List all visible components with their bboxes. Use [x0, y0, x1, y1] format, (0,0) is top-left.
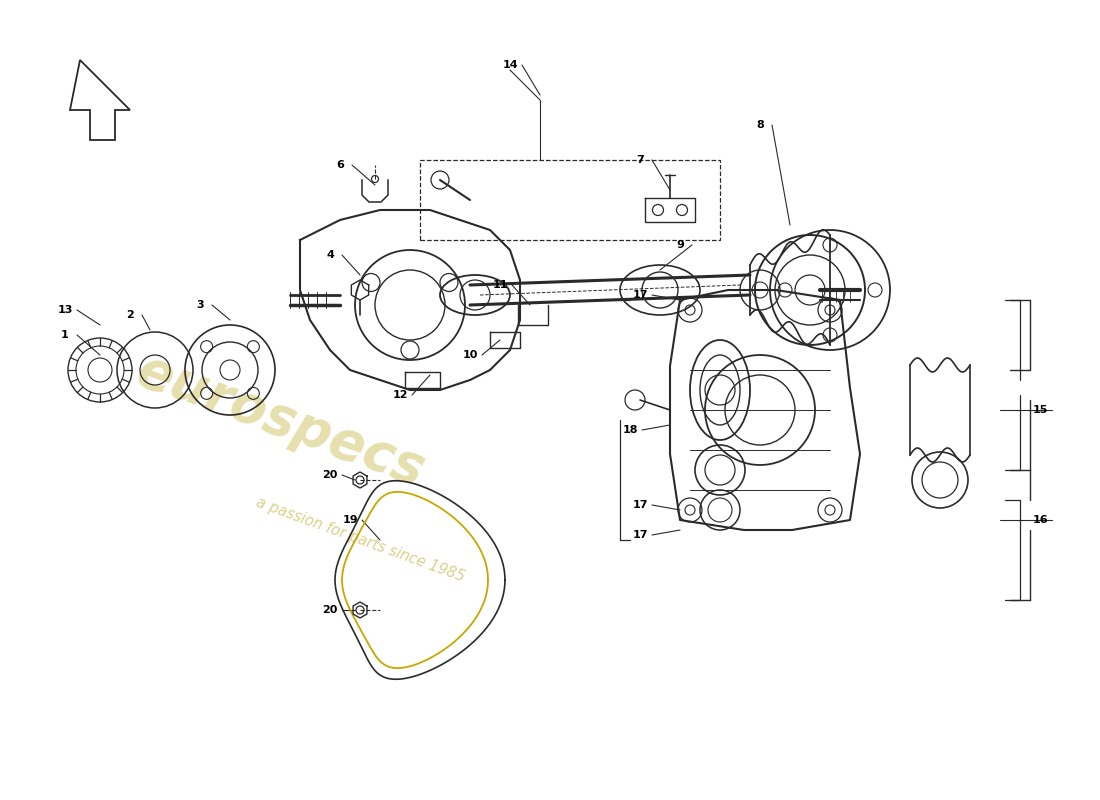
Text: 3: 3	[196, 300, 204, 310]
Text: 10: 10	[462, 350, 477, 360]
Text: eurospecs: eurospecs	[129, 344, 431, 496]
Text: 9: 9	[676, 240, 684, 250]
Text: 20: 20	[322, 605, 338, 615]
Text: 4: 4	[326, 250, 334, 260]
Text: 14: 14	[503, 60, 518, 70]
Text: 18: 18	[623, 425, 638, 435]
Text: 19: 19	[342, 515, 358, 525]
Text: 11: 11	[493, 280, 508, 290]
Text: 20: 20	[322, 470, 338, 480]
Text: a passion for parts since 1985: a passion for parts since 1985	[254, 495, 466, 585]
Text: 17: 17	[632, 290, 648, 300]
Text: 15: 15	[1032, 405, 1047, 415]
Text: 8: 8	[756, 120, 763, 130]
Text: 17: 17	[632, 530, 648, 540]
Text: 16: 16	[1032, 515, 1048, 525]
Text: 7: 7	[636, 155, 644, 165]
Text: 12: 12	[393, 390, 408, 400]
Text: 2: 2	[126, 310, 134, 320]
Text: 1: 1	[62, 330, 69, 340]
Text: 17: 17	[632, 500, 648, 510]
Text: 6: 6	[337, 160, 344, 170]
Text: 13: 13	[57, 305, 73, 315]
